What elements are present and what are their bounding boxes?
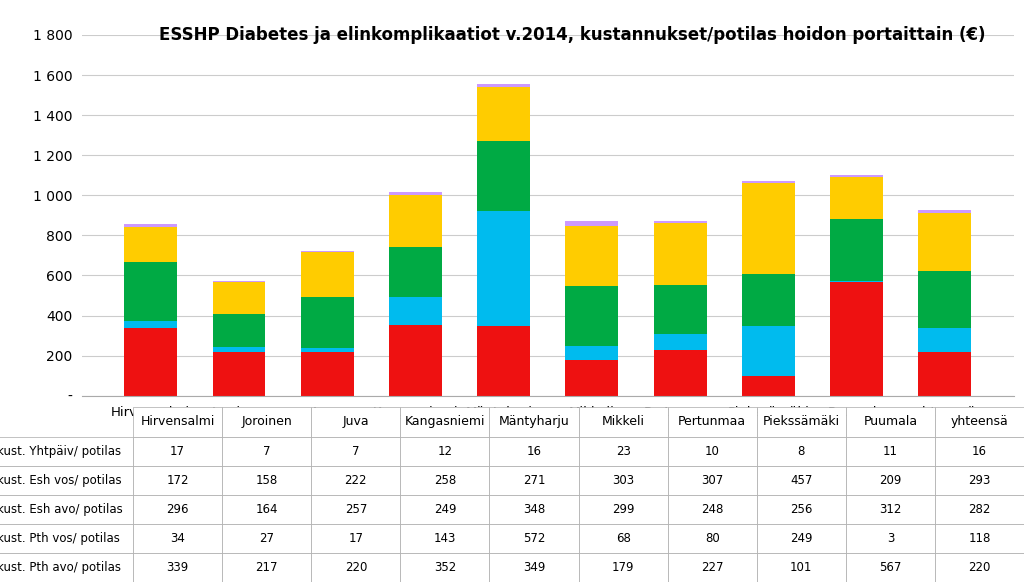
Bar xyxy=(389,247,442,297)
Bar xyxy=(830,175,883,177)
Bar xyxy=(742,181,795,183)
Bar xyxy=(919,271,972,328)
Bar xyxy=(477,326,530,396)
Bar xyxy=(213,281,265,282)
Bar xyxy=(301,352,353,396)
Bar xyxy=(389,195,442,247)
Bar xyxy=(301,251,353,252)
Bar xyxy=(301,297,353,348)
Bar xyxy=(124,262,177,321)
Bar xyxy=(477,141,530,211)
Bar xyxy=(830,282,883,396)
Bar xyxy=(742,375,795,396)
Bar xyxy=(301,252,353,297)
Bar xyxy=(124,223,177,227)
Bar xyxy=(653,334,707,350)
Bar xyxy=(477,211,530,326)
Bar xyxy=(653,223,707,285)
Bar xyxy=(742,274,795,325)
Bar xyxy=(213,347,265,352)
Bar xyxy=(653,350,707,396)
Bar xyxy=(565,286,618,346)
Bar xyxy=(653,285,707,334)
Bar xyxy=(124,321,177,328)
Bar xyxy=(389,193,442,195)
Bar xyxy=(565,226,618,286)
Bar xyxy=(213,282,265,314)
Bar xyxy=(742,325,795,375)
Bar xyxy=(124,227,177,262)
Bar xyxy=(742,183,795,274)
Bar xyxy=(213,352,265,396)
Bar xyxy=(565,346,618,360)
Bar xyxy=(389,297,442,325)
Bar xyxy=(301,348,353,352)
Bar xyxy=(919,213,972,271)
Bar xyxy=(477,87,530,141)
Bar xyxy=(919,352,972,396)
Bar xyxy=(919,210,972,213)
Bar xyxy=(124,328,177,396)
Bar xyxy=(653,221,707,223)
Bar xyxy=(565,221,618,226)
Bar xyxy=(565,360,618,396)
Bar xyxy=(919,328,972,352)
Bar xyxy=(389,325,442,396)
Text: ESSHP Diabetes ja elinkomplikaatiot v.2014, kustannukset/potilas hoidon portaitt: ESSHP Diabetes ja elinkomplikaatiot v.20… xyxy=(159,26,985,44)
Bar xyxy=(477,84,530,87)
Bar xyxy=(830,219,883,282)
Bar xyxy=(830,177,883,219)
Bar xyxy=(213,314,265,347)
